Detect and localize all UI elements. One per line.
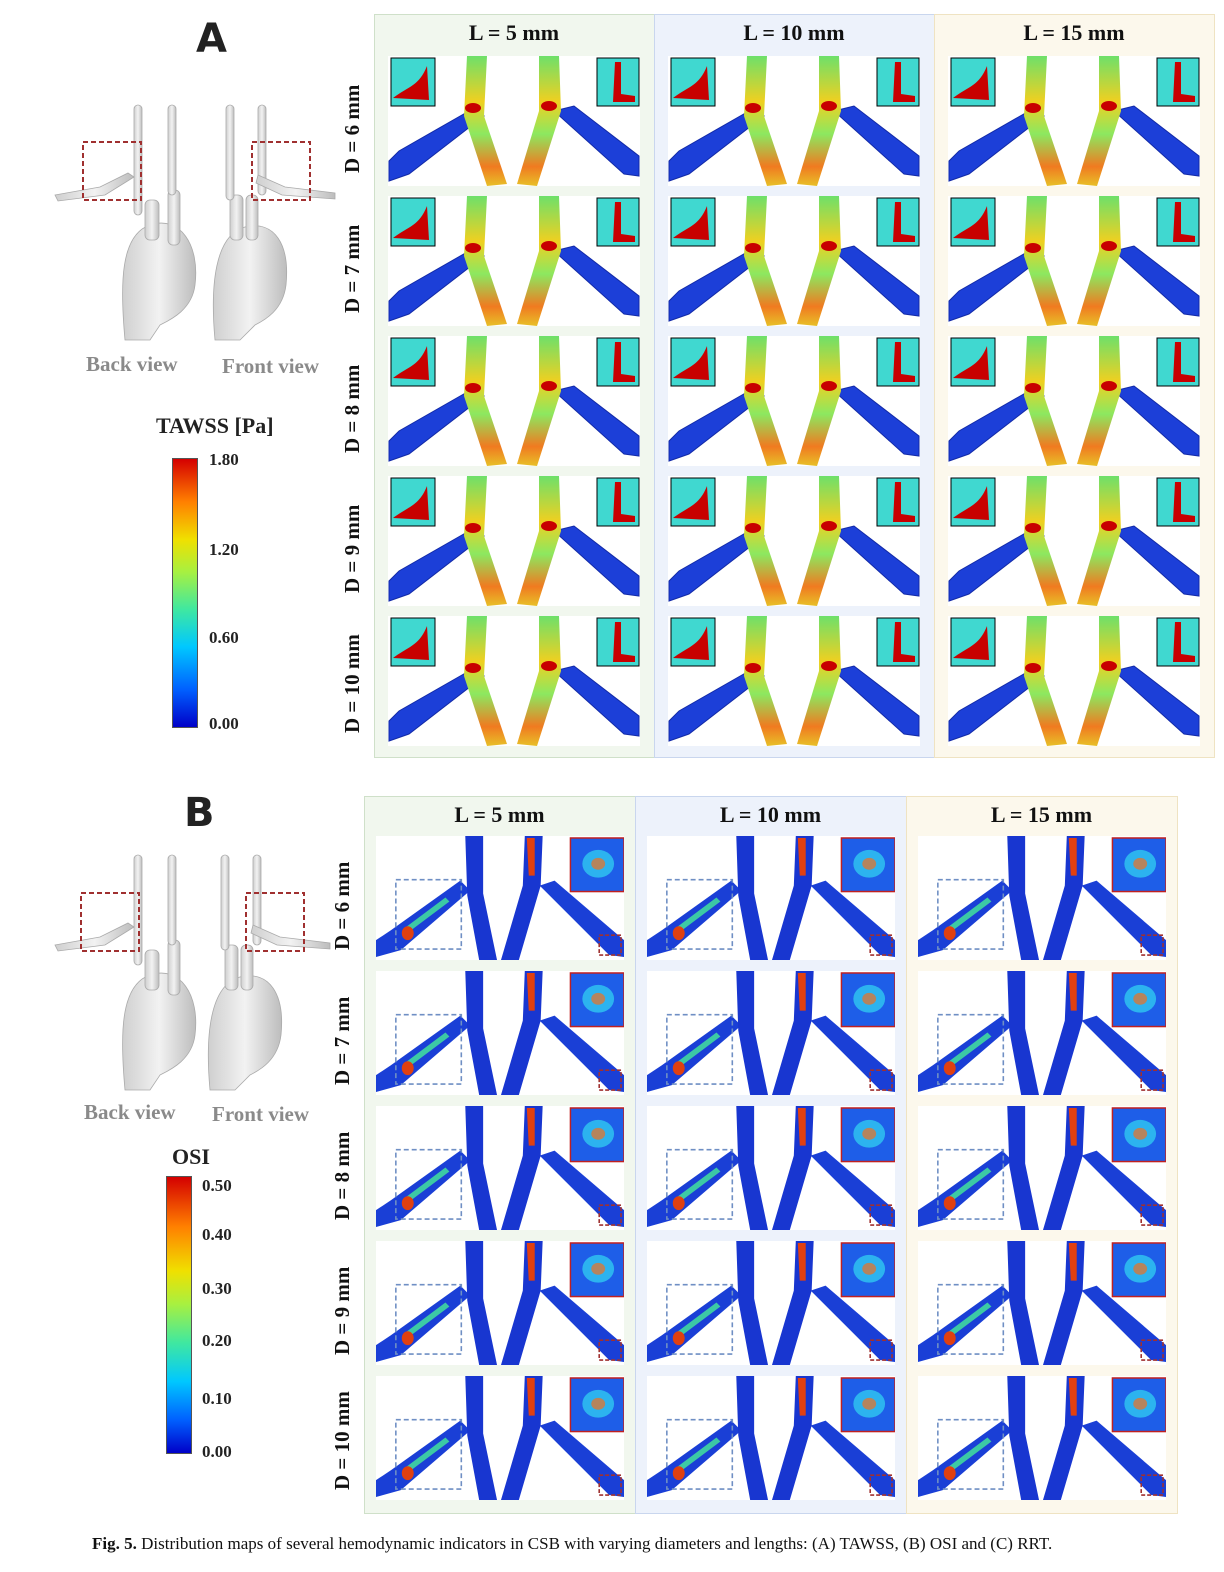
panel-b-tick: 0.50	[202, 1176, 232, 1195]
caption-text: Distribution maps of several hemodynamic…	[141, 1534, 1053, 1553]
simulation-map	[376, 1106, 624, 1230]
back-view-dashed-box	[80, 892, 140, 952]
simulation-map	[948, 616, 1200, 746]
simulation-map	[918, 836, 1166, 960]
panel-a-tick: 0.60	[209, 628, 239, 647]
panel-b-letter: B	[184, 790, 215, 836]
simulation-map	[948, 476, 1200, 606]
simulation-map	[388, 196, 640, 326]
simulation-map	[647, 1376, 895, 1500]
row-label: D = 6 mm	[330, 861, 354, 950]
panel-b-tick: 0.00	[202, 1442, 232, 1461]
caption-label: Fig. 5.	[92, 1534, 137, 1553]
panel-a-colorbar	[172, 458, 198, 728]
panel-a-tick: 1.80	[209, 450, 239, 469]
column-header: L = 5 mm	[454, 802, 545, 827]
panel-b-tick: 0.30	[202, 1279, 232, 1298]
panel-b-colorbar	[166, 1176, 192, 1454]
simulation-map	[948, 336, 1200, 466]
panel-b-back-view-label: Back view	[84, 1100, 176, 1124]
simulation-map	[376, 1241, 624, 1365]
simulation-map	[388, 56, 640, 186]
row-label: D = 9 mm	[330, 1266, 354, 1355]
panel-b-tick: 0.40	[202, 1225, 232, 1244]
simulation-map	[668, 336, 920, 466]
panel-b-tick: 0.10	[202, 1389, 232, 1408]
simulation-map	[668, 56, 920, 186]
row-label: D = 10 mm	[340, 634, 364, 733]
panel-a-back-view-label: Back view	[86, 352, 178, 376]
simulation-map	[376, 971, 624, 1095]
simulation-map	[668, 196, 920, 326]
row-label: D = 6 mm	[340, 84, 364, 173]
front-view-dashed-box	[245, 892, 305, 952]
row-label: D = 8 mm	[340, 364, 364, 453]
simulation-map	[376, 1376, 624, 1500]
panel-a-letter: A	[196, 16, 227, 62]
front-view-dashed-box	[251, 141, 311, 201]
simulation-map	[388, 616, 640, 746]
back-view-model	[54, 854, 197, 1091]
panel-a-aorta-models	[54, 104, 336, 341]
row-label: D = 7 mm	[330, 996, 354, 1085]
panel-a-tick: 1.20	[209, 540, 239, 559]
simulation-map	[918, 1376, 1166, 1500]
panel-b-front-view-label: Front view	[212, 1102, 310, 1126]
column-header: L = 15 mm	[990, 802, 1093, 827]
back-view-model	[54, 104, 197, 341]
simulation-map	[918, 971, 1166, 1095]
row-label: D = 10 mm	[330, 1391, 354, 1490]
row-label: D = 9 mm	[340, 504, 364, 593]
back-view-dashed-box	[82, 141, 142, 201]
panel-a-front-view-label: Front view	[222, 354, 320, 378]
column-header: L = 10 mm	[743, 20, 845, 45]
panel-b-colorbar-title: OSI	[172, 1144, 210, 1169]
column-header: L = 15 mm	[1023, 20, 1125, 45]
simulation-map	[918, 1241, 1166, 1365]
row-label: D = 7 mm	[340, 224, 364, 313]
simulation-map	[668, 476, 920, 606]
panel-a-colorbar-title: TAWSS [Pa]	[156, 413, 274, 438]
front-view-model	[212, 104, 336, 341]
simulation-map	[388, 476, 640, 606]
simulation-map	[668, 616, 920, 746]
simulation-map	[647, 1106, 895, 1230]
panel-b-aorta-models	[54, 854, 331, 1091]
simulation-map	[948, 196, 1200, 326]
simulation-map	[647, 836, 895, 960]
panel-b-tick: 0.20	[202, 1331, 232, 1350]
simulation-map	[647, 971, 895, 1095]
column-header: L = 10 mm	[719, 802, 822, 827]
simulation-map	[376, 836, 624, 960]
figure-caption: Fig. 5. Distribution maps of several hem…	[92, 1534, 1202, 1554]
simulation-map	[918, 1106, 1166, 1230]
simulation-map	[948, 56, 1200, 186]
front-view-model	[207, 854, 331, 1091]
column-header: L = 5 mm	[468, 20, 560, 45]
row-label: D = 8 mm	[330, 1131, 354, 1220]
simulation-map	[388, 336, 640, 466]
panel-a-tick: 0.00	[209, 714, 239, 733]
simulation-map	[647, 1241, 895, 1365]
